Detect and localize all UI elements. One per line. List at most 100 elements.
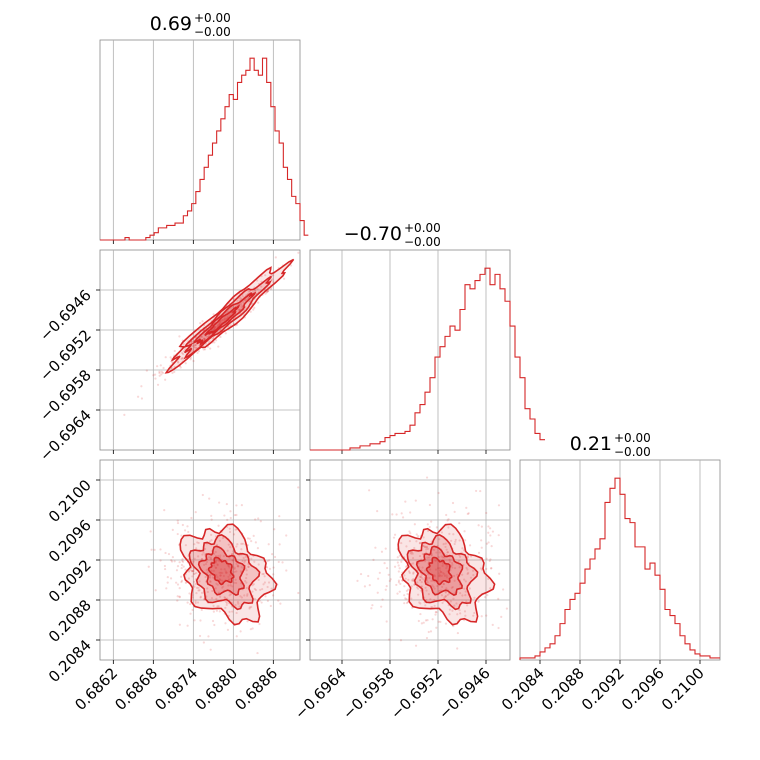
sample-point [232,533,236,536]
hist-bin [625,519,630,660]
sample-point [190,340,193,343]
sample-point [399,582,402,585]
sample-point [265,291,268,294]
sample-point [403,585,406,588]
sample-point [217,605,220,608]
sample-point [211,619,215,623]
sample-point [467,571,470,574]
sample-point [213,552,216,555]
sample-point [427,593,430,596]
sample-point [180,579,184,582]
sample-point [433,604,436,607]
sample-point [278,543,281,546]
sample-point [239,595,242,598]
sample-point [265,566,269,569]
sample-point [463,578,466,581]
sample-point [253,597,257,600]
sample-point [409,532,412,535]
hist-bin [575,593,580,660]
sample-point [216,325,219,328]
sample-point [227,584,230,587]
hist-bin [565,609,570,660]
sample-point [368,489,371,492]
sample-point [399,639,403,642]
sample-point [186,525,189,528]
sample-point [444,591,447,594]
y-tick-label: 0.2092 [45,556,95,606]
x-tick-label: 0.2084 [498,664,548,714]
sample-point [200,608,203,612]
sample-point [173,349,176,353]
sample-point [189,603,192,606]
sample-point [164,356,167,359]
sample-point [262,572,265,576]
sample-point [381,598,384,601]
sample-point [256,279,259,282]
sample-point [186,601,189,604]
sample-point [226,315,229,318]
sample-point [466,556,469,559]
sample-point [437,575,440,578]
sample-point [234,604,237,607]
sample-point [253,306,256,309]
hist-bin [635,547,640,660]
sample-point [221,318,224,322]
sample-point [430,606,433,609]
sample-point [240,548,243,551]
sample-point [448,532,451,535]
sample-point [213,564,216,567]
sample-point [162,366,165,370]
sample-point [453,574,456,578]
sample-point [189,568,192,572]
sample-point [477,600,480,603]
sample-point [377,577,380,580]
x-tick-label: −0.6946 [435,664,494,723]
sample-point [272,566,275,569]
sample-point [227,564,230,567]
sample-point [178,587,181,590]
scatter-layer [123,251,300,416]
sample-point [245,576,248,580]
sample-point [489,558,492,561]
sample-point [245,581,248,584]
sample-point [259,520,262,523]
title-plus: +0.00 [614,431,651,445]
sample-point [247,565,250,569]
sample-point [440,574,444,577]
sample-point [219,320,222,323]
sample-point [193,344,196,347]
sample-point [446,551,449,554]
sample-point [428,525,431,529]
sample-point [403,602,406,605]
sample-point [440,594,444,597]
sample-point [224,600,228,603]
sample-point [400,560,403,563]
sample-point [222,318,226,321]
sample-point [212,328,215,331]
sample-point [405,601,409,605]
sample-point [247,565,250,568]
hist-bin [580,583,585,660]
sample-point [447,518,450,521]
sample-point [234,578,237,581]
sample-point [453,604,456,607]
hist-bin [455,330,460,450]
sample-point [204,562,208,566]
sample-point [490,545,493,548]
sample-point [485,542,489,545]
sample-point [449,560,452,563]
sample-point [410,552,413,555]
sample-point [195,592,198,595]
sample-point [154,377,157,380]
sample-point [438,589,441,593]
density-contour [197,545,246,596]
scatter-layer [147,486,300,655]
sample-point [419,578,422,582]
sample-point [451,563,454,566]
sample-point [254,289,257,292]
sample-point [202,641,205,644]
sample-point [149,530,152,533]
sample-point [435,526,438,529]
sample-point [443,596,446,599]
sample-point [180,566,183,570]
